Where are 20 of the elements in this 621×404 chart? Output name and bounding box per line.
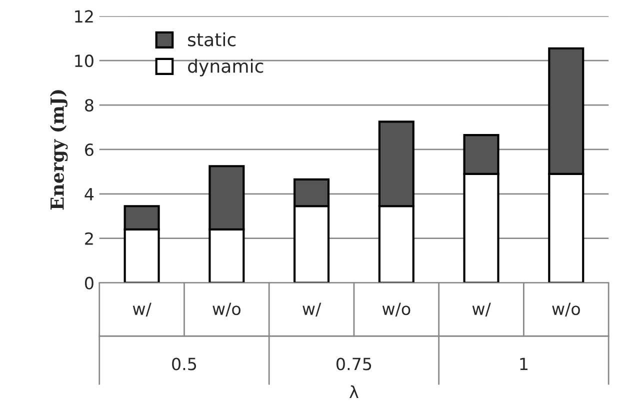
x-axis-title: λ xyxy=(350,385,358,398)
text: 1 xyxy=(520,358,528,370)
y-tick-label: 8 xyxy=(85,99,94,112)
y-tick-label: 2 xyxy=(85,232,93,245)
x-tick-label: w/ xyxy=(472,302,491,316)
x-tick-label: w/ xyxy=(132,302,152,316)
text: 0.5 xyxy=(172,358,196,370)
text: 0.75 xyxy=(336,358,372,370)
y-tick-label: 12 xyxy=(75,10,93,22)
x-tick-label: w/o xyxy=(382,302,410,316)
y-tick-label: 0 xyxy=(84,276,94,290)
x-tick-label: w/o xyxy=(212,302,240,316)
legend-label: static xyxy=(188,32,236,46)
x-tick-label: w/ xyxy=(302,302,322,316)
legend-label: dynamic xyxy=(188,58,264,76)
y-axis-title: Energy (mJ) xyxy=(50,90,68,210)
y-tick-label: 6 xyxy=(85,143,94,156)
y-tick-label: 4 xyxy=(84,188,94,200)
y-tick-label: 10 xyxy=(75,54,94,68)
x-tick-label: w/o xyxy=(552,302,580,316)
